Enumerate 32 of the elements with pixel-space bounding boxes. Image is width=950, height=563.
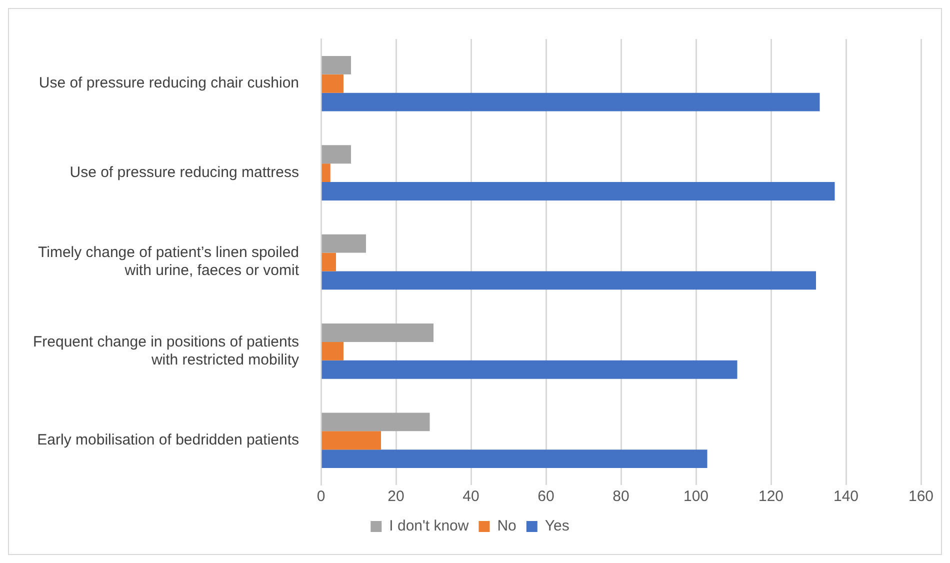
x-tick-label: 80: [612, 488, 630, 506]
bar: [322, 271, 816, 290]
bar: [322, 164, 330, 182]
y-tick-label: Use of pressure reducing chair cushion: [38, 74, 300, 92]
y-tick-label: Frequent change in positions of patients with restricted mobility: [32, 333, 300, 368]
legend-label: I don't know: [389, 518, 469, 535]
x-tick-label: 100: [683, 488, 709, 506]
x-tick-label: 120: [758, 488, 784, 506]
bar: [322, 182, 835, 200]
x-tick-label: 20: [388, 488, 404, 506]
bar: [322, 342, 344, 360]
bar: [322, 450, 708, 468]
y-tick-label: Early mobilisation of bedridden patients: [37, 432, 300, 449]
bar: [322, 145, 352, 164]
bar: [322, 412, 430, 432]
bar: [322, 431, 382, 450]
x-tick-label: 140: [833, 488, 859, 506]
legend-label: Yes: [544, 518, 570, 535]
bar: [322, 56, 352, 74]
y-tick-label: Use of pressure reducing mattress: [70, 164, 300, 181]
y-tick-label: Timely change of patient’s linen spoiled with urine, faeces or vomit: [38, 244, 300, 280]
bar: [322, 252, 336, 272]
x-tick-label: 40: [462, 488, 480, 506]
x-tick-label: 160: [908, 488, 934, 506]
bar: [322, 92, 820, 112]
bar: [322, 324, 434, 342]
x-tick-label: 60: [538, 488, 554, 506]
legend-label: No: [497, 518, 516, 535]
bar: [322, 74, 344, 93]
bar: [322, 360, 738, 379]
x-tick-label: 0: [316, 488, 326, 506]
bar: [322, 234, 366, 253]
